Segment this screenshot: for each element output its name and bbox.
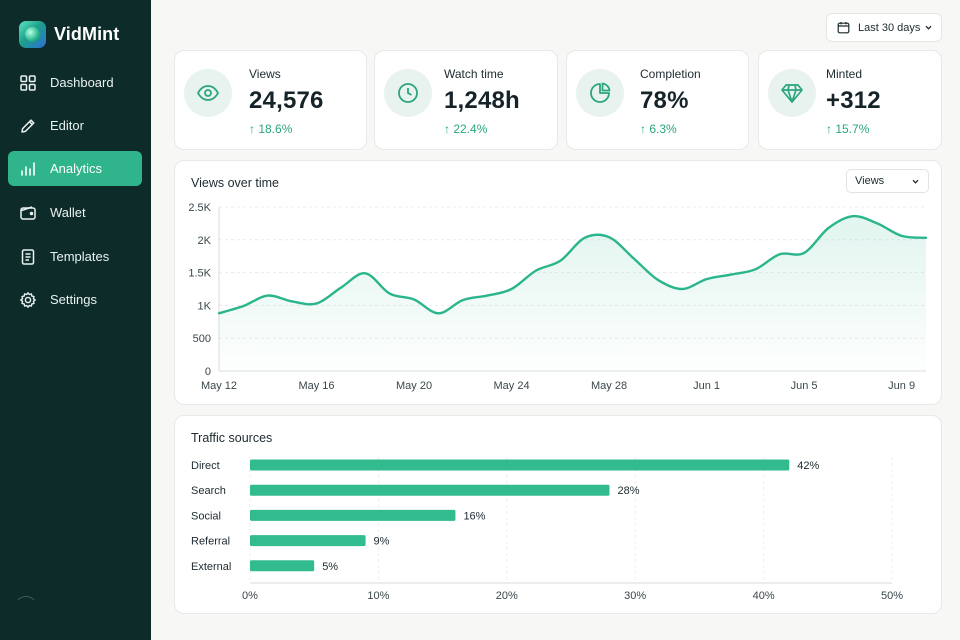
pencil-icon [21,118,35,133]
sidebar-item-analytics[interactable]: Analytics [8,151,142,186]
diamond-icon [781,84,803,103]
chart-title: Views over time [191,176,279,190]
sidebar-item-templates[interactable]: Templates [8,239,142,274]
sidebar-item-dashboard[interactable]: Dashboard [8,65,142,100]
sidebar: VidMint Dashboard Editor Analytics Walle… [0,0,151,640]
kpi-delta: ↑ 15.7% [826,122,870,136]
kpi-label: Watch time [444,67,504,81]
calendar-icon [837,22,850,34]
wallet-icon [20,205,36,220]
vidmint-logo [19,21,46,48]
traffic-sources-panel: Traffic sources [174,415,942,614]
kpi-value: +312 [826,87,881,114]
kpi-delta: ↑ 22.4% [444,122,488,136]
dashboard-icon [20,74,36,91]
collapse-toggle[interactable] [14,596,38,620]
kpi-label: Views [249,67,281,81]
kpi-value: 24,576 [249,87,324,114]
sidebar-item-label: Settings [50,292,97,307]
clock-icon [398,83,418,103]
pie-chart-icon [590,82,611,103]
metric-select[interactable]: Views [846,169,929,193]
sidebar-item-label: Editor [50,118,84,133]
eye-icon [196,85,220,101]
kpi-value: 1,248h [444,87,520,114]
sidebar-item-settings[interactable]: Settings [8,282,142,317]
metric-select-label: Views [855,175,885,187]
gear-icon [20,291,36,308]
kpi-card-completion: Completion 78% ↑ 6.3% [566,50,749,150]
kpi-delta: ↑ 6.3% [640,122,677,136]
chevron-down-icon [925,25,932,30]
sidebar-item-label: Dashboard [50,75,114,90]
chart-title: Traffic sources [191,431,273,445]
kpi-delta: ↑ 18.6% [249,122,293,136]
kpi-icon-badge [184,69,232,117]
app-name: VidMint [54,24,120,44]
kpi-card-views: Views 24,576 ↑ 18.6% [174,50,367,150]
date-range-label: Last 30 days [858,21,921,34]
kpi-label: Completion [640,67,701,81]
kpi-icon-badge [384,69,432,117]
kpi-label: Minted [826,67,863,81]
kpi-card-minted: Minted +312 ↑ 15.7% [758,50,942,150]
kpi-value: 78% [640,87,689,114]
sidebar-item-label: Analytics [50,161,103,176]
kpi-icon-badge [768,69,816,117]
brand[interactable]: VidMint [19,21,119,48]
sidebar-item-label: Wallet [50,205,86,220]
views-over-time-panel: Views over time Views [174,160,942,405]
chevron-down-icon [912,179,919,184]
sidebar-item-label: Templates [50,249,110,264]
bar-chart-icon [21,161,35,176]
kpi-card-watch-time: Watch time 1,248h ↑ 22.4% [374,50,558,150]
sidebar-item-wallet[interactable]: Wallet [8,195,142,230]
document-icon [21,248,35,265]
kpi-icon-badge [576,69,624,117]
sidebar-item-editor[interactable]: Editor [8,108,142,143]
date-range-select[interactable]: Last 30 days [826,13,942,42]
